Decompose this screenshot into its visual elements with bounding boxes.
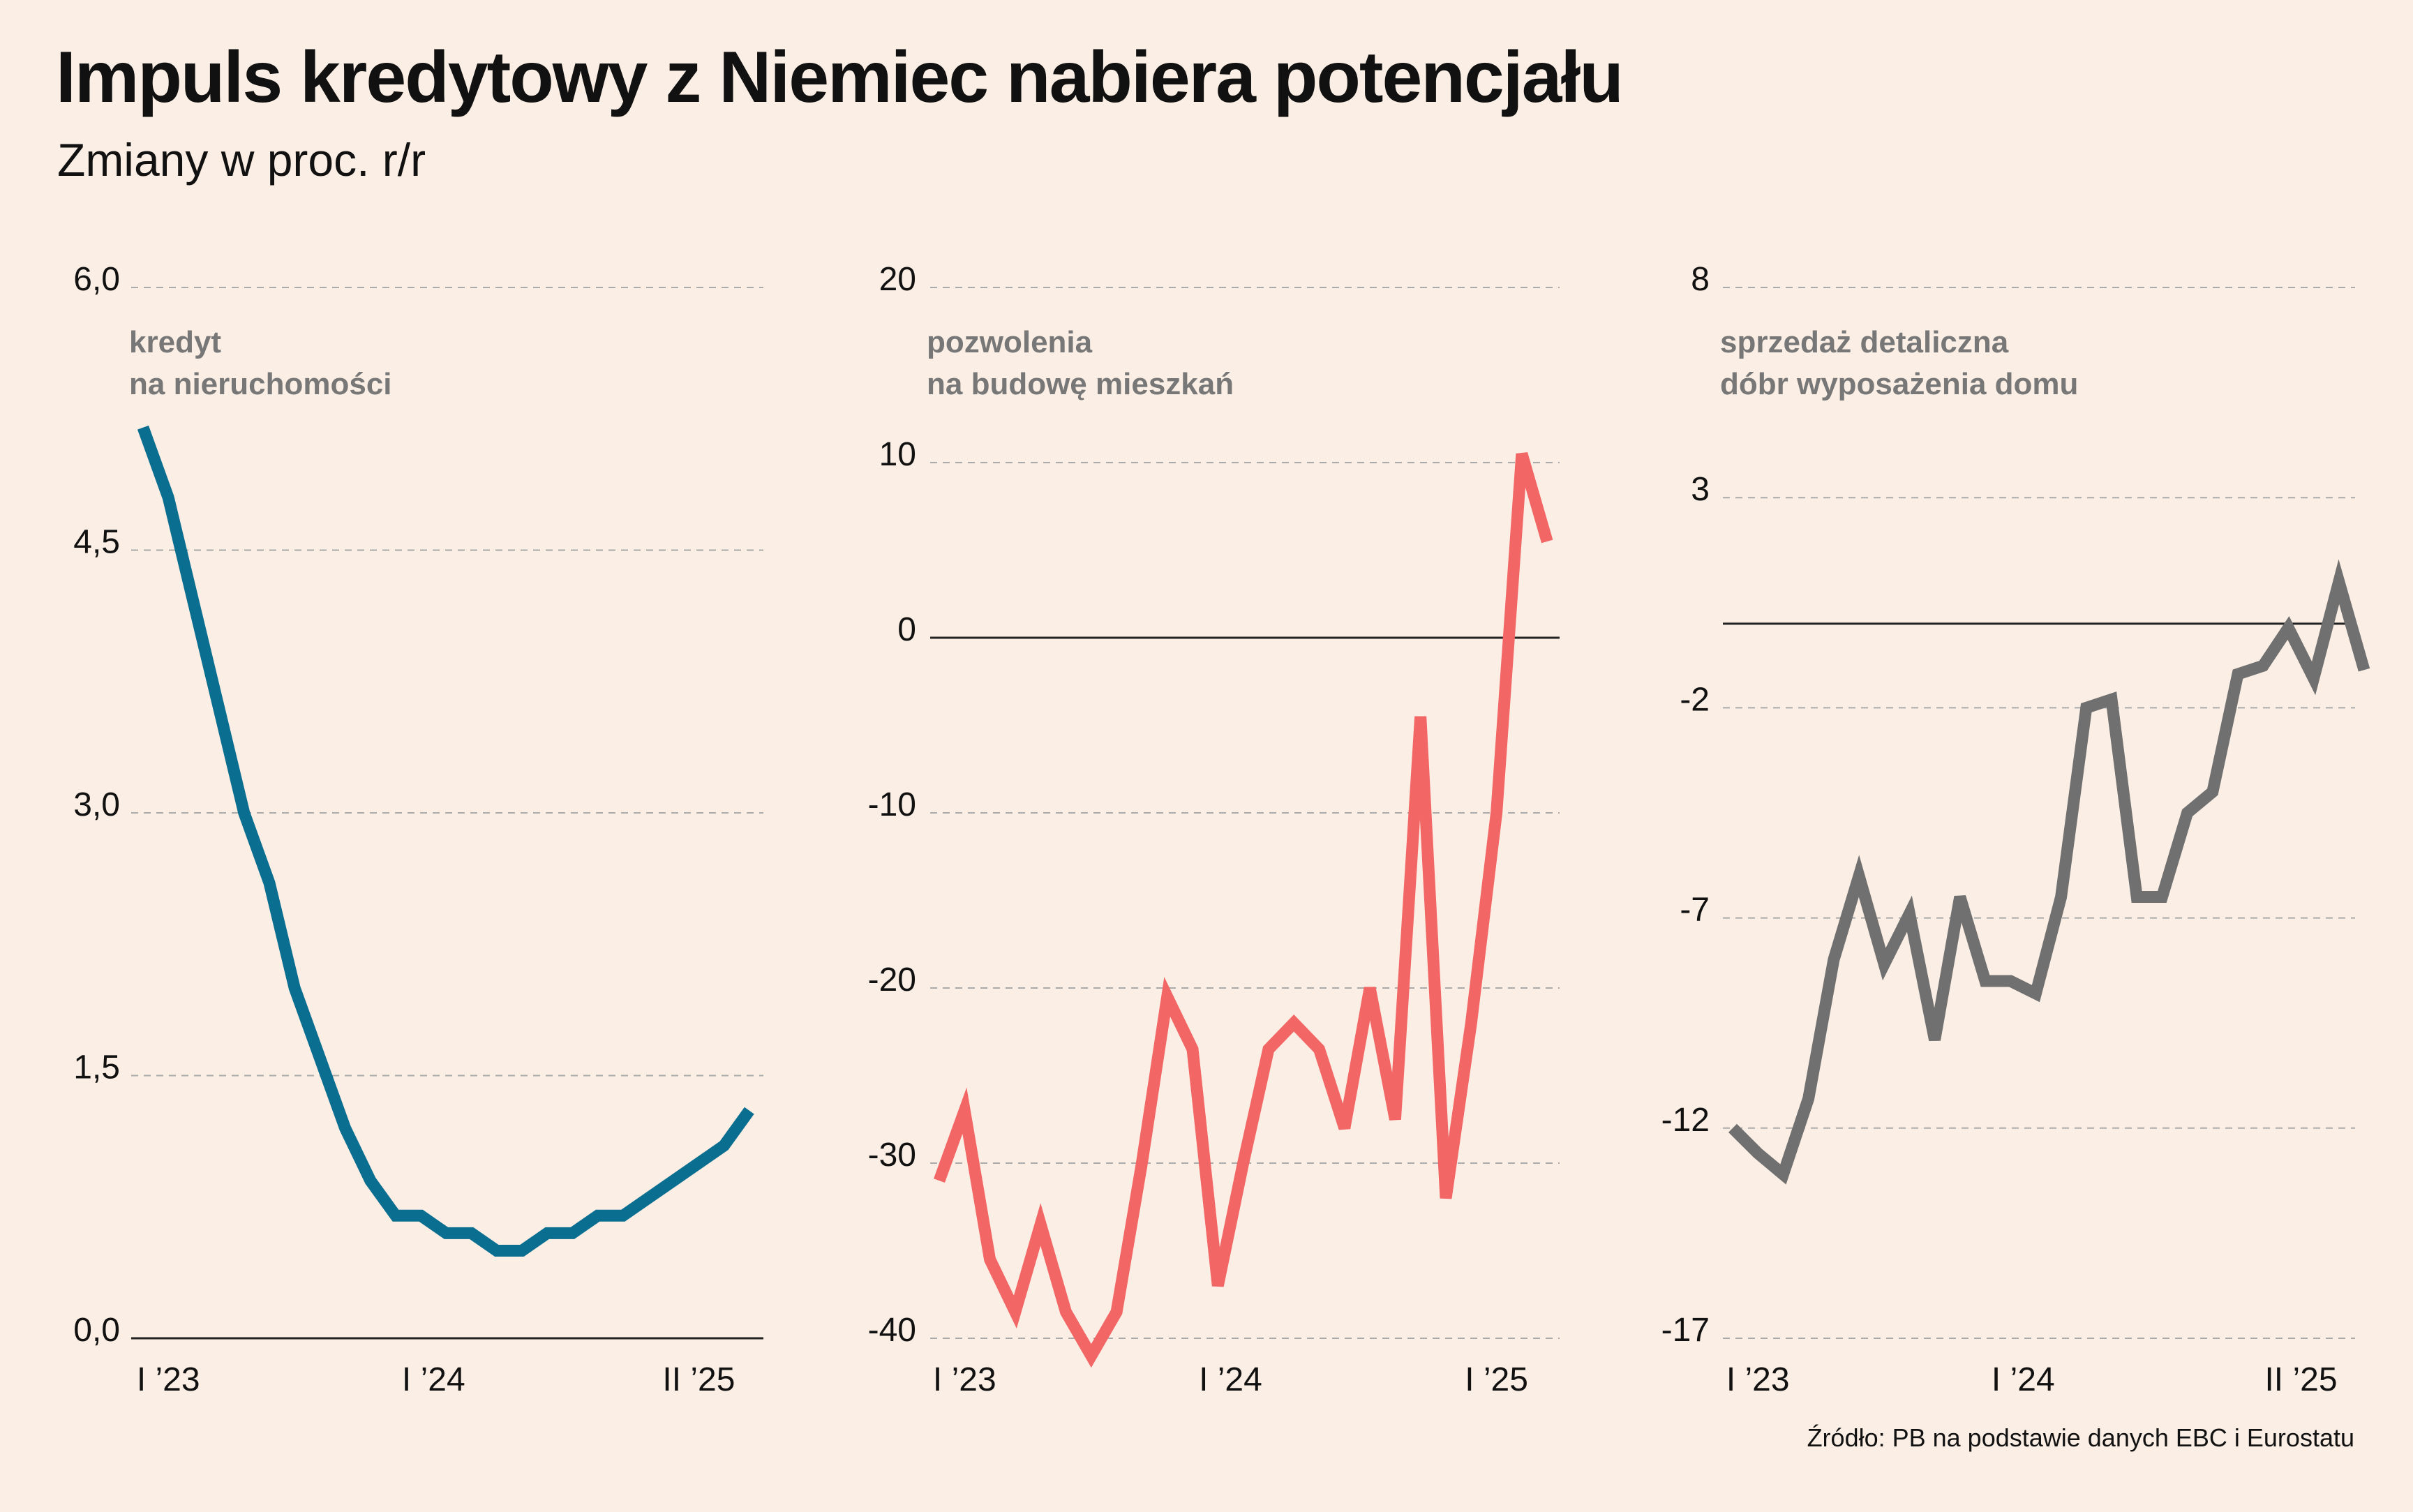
y-tick-label: 4,5 bbox=[73, 524, 120, 561]
y-tick-label: 3,0 bbox=[73, 786, 120, 823]
x-tick-label: I ’23 bbox=[933, 1361, 996, 1398]
x-tick-label: I ’25 bbox=[1465, 1361, 1528, 1398]
y-tick-label: 8 bbox=[1691, 261, 1710, 298]
y-tick-label: -30 bbox=[868, 1137, 916, 1174]
y-tick-label: -17 bbox=[1661, 1312, 1710, 1349]
x-tick-label: I ’23 bbox=[1726, 1361, 1790, 1398]
source-note: Źródło: PB na podstawie danych EBC i Eur… bbox=[1807, 1423, 2354, 1452]
series-label: kredyt bbox=[129, 325, 221, 359]
chart-panel-3: 8 3 -2 -7 -12 -17 sprzedaż detaliczna dóbr wypo… bbox=[1661, 261, 2370, 1398]
chart-panel-2: 20 10 0 -10 -20 -30 -40 pozwolenia na budowę mie… bbox=[868, 261, 1560, 1398]
y-tick-label: -10 bbox=[868, 786, 916, 823]
x-tick-label: I ’23 bbox=[137, 1361, 200, 1398]
series-label: na budowę mieszkań bbox=[927, 367, 1234, 401]
chart-title: Impuls kredytowy z Niemiec nabiera poten… bbox=[56, 37, 1624, 118]
x-tick-label: I ’24 bbox=[1992, 1361, 2055, 1398]
chart-subtitle: Zmiany w proc. r/r bbox=[57, 134, 426, 186]
x-tick-label: II ’25 bbox=[2264, 1361, 2337, 1398]
y-tick-label: -2 bbox=[1680, 681, 1710, 718]
y-tick-label: 1,5 bbox=[73, 1049, 120, 1086]
x-tick-label: I ’24 bbox=[1199, 1361, 1262, 1398]
chart-panel-1: 6,0 4,5 3,0 1,5 0,0 kredyt na nieruchomości I ’… bbox=[73, 261, 763, 1398]
x-tick-label: II ’25 bbox=[662, 1361, 735, 1398]
y-tick-label: 20 bbox=[879, 261, 916, 298]
y-tick-label: 3 bbox=[1691, 471, 1710, 508]
series-label: pozwolenia bbox=[927, 325, 1093, 359]
y-tick-label: 0,0 bbox=[73, 1312, 120, 1349]
series-label: dóbr wyposażenia domu bbox=[1720, 367, 2078, 401]
series-line bbox=[934, 452, 1553, 1368]
x-tick-label: I ’24 bbox=[402, 1361, 465, 1398]
series-label: na nieruchomości bbox=[129, 367, 392, 401]
y-tick-label: 6,0 bbox=[73, 261, 120, 298]
y-tick-label: -40 bbox=[868, 1312, 916, 1349]
series-label: sprzedaż detaliczna bbox=[1720, 325, 2009, 359]
y-tick-label: 10 bbox=[879, 436, 916, 473]
y-tick-label: -7 bbox=[1680, 892, 1710, 929]
series-line bbox=[1728, 559, 2370, 1185]
y-tick-label: 0 bbox=[897, 611, 916, 648]
series-line bbox=[137, 425, 754, 1257]
y-tick-label: -20 bbox=[868, 961, 916, 998]
y-tick-label: -12 bbox=[1661, 1102, 1710, 1139]
